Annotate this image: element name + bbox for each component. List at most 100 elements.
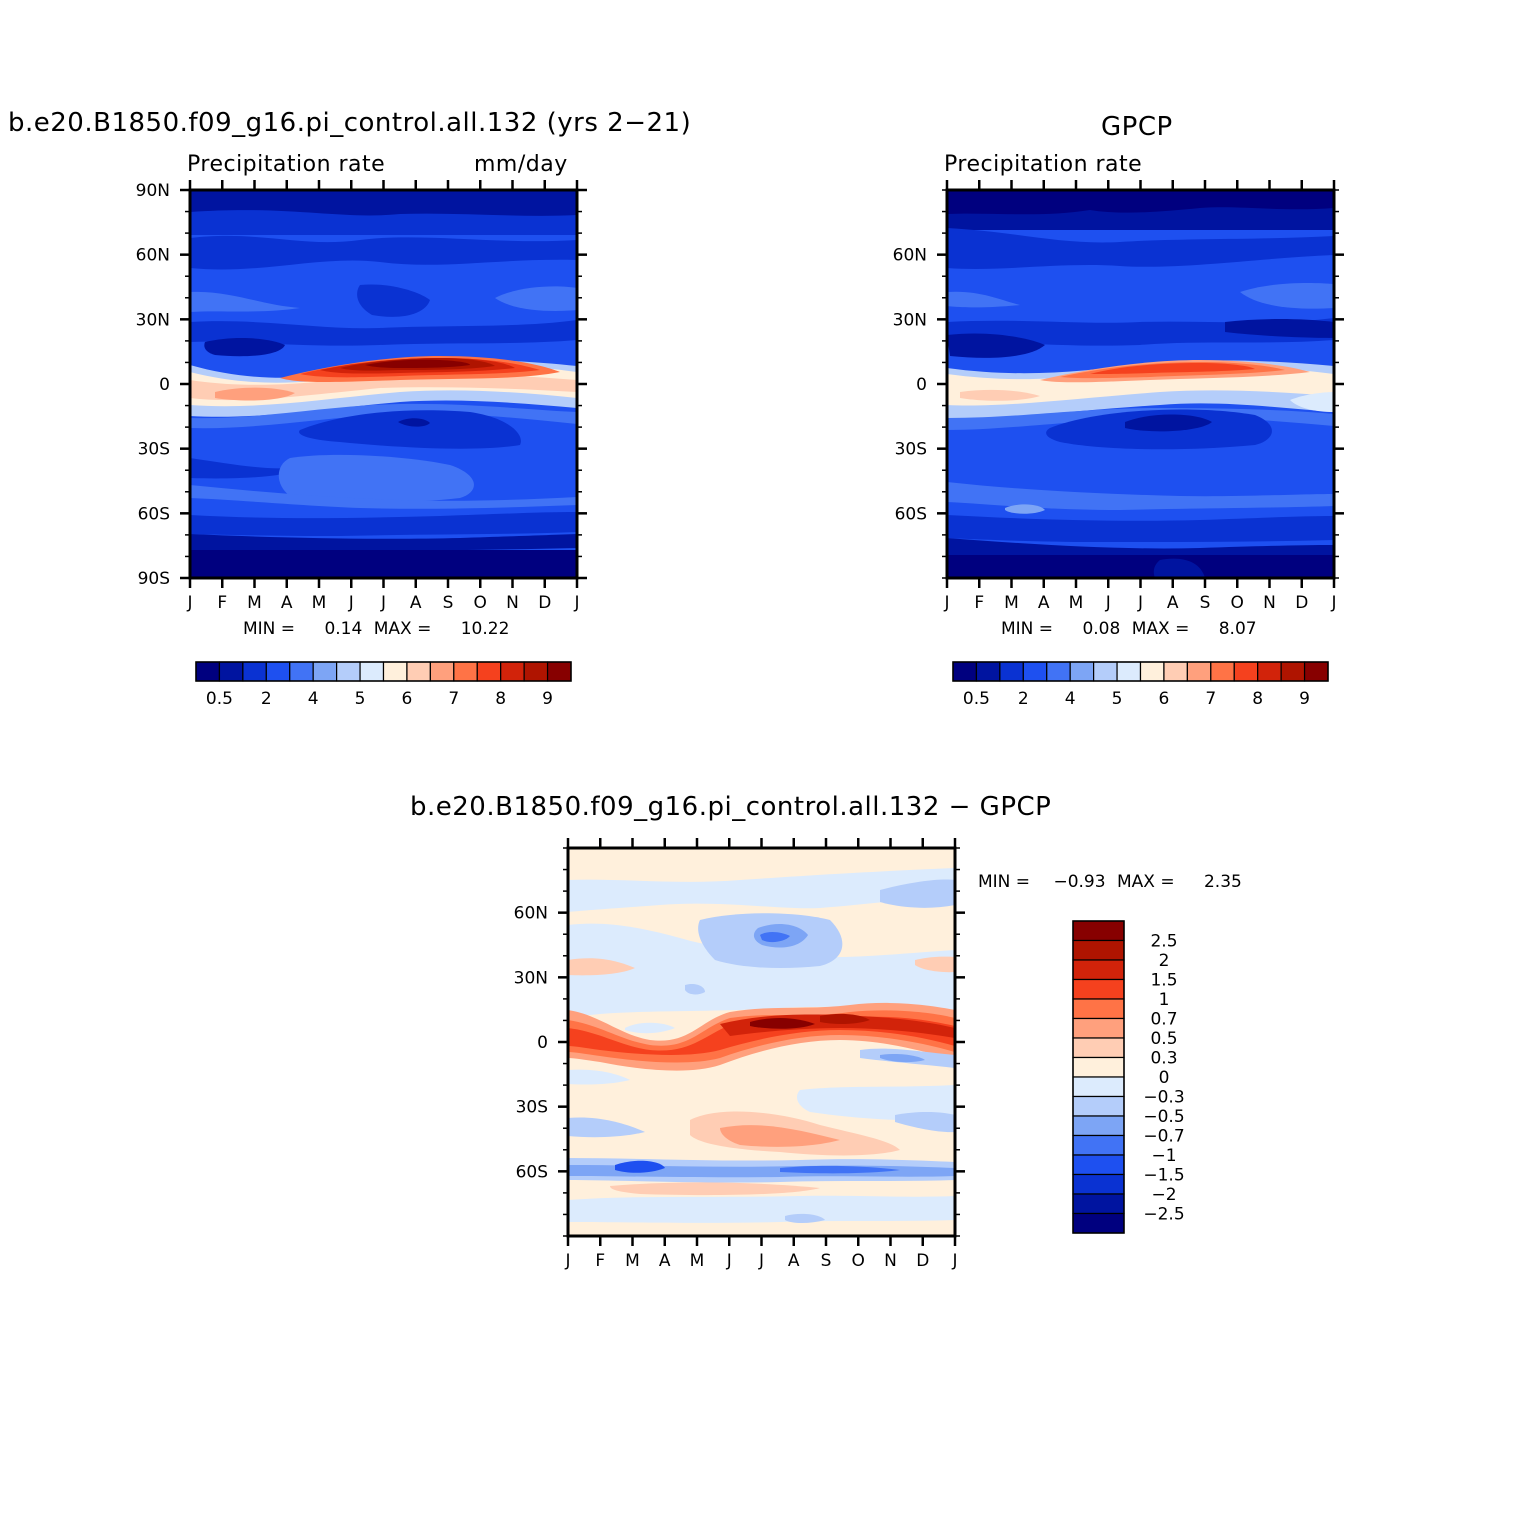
panel3-xtick-label: M: [625, 1251, 640, 1271]
panel3-xtick-label: J: [951, 1251, 957, 1271]
panel3-colorbar-label: −2.5: [1143, 1205, 1184, 1225]
panel2-colorbar-box: [1069, 661, 1095, 682]
panel1-ytick-label: 60S: [138, 504, 170, 524]
panel1-xtick-label: D: [538, 593, 551, 613]
panel3-colorbar-box: [1072, 1212, 1125, 1234]
panel3-xtick-label: A: [788, 1251, 800, 1271]
panel2-colorbar-box: [1186, 661, 1212, 682]
panel2-colorbar-box: [999, 661, 1024, 682]
panel1-colorbar-box: [265, 661, 291, 682]
panel2-ytick-label: 60S: [895, 504, 927, 524]
panel1-colorbar-box: [476, 661, 502, 682]
panel3-colorbar-label: −1: [1151, 1146, 1176, 1166]
panel2-colorbar-box: [975, 661, 1001, 682]
panel1-xtick-label: A: [281, 593, 293, 613]
panel3-colorbar-box: [1072, 1037, 1125, 1059]
panel2-colorbar-label: 4: [1065, 689, 1076, 709]
panel3-xtick-label: J: [564, 1251, 570, 1271]
panel3-colorbar-box: [1072, 1115, 1125, 1137]
panel3-colorbar-label: 0.3: [1150, 1049, 1177, 1069]
panel2-colorbar-box: [1116, 661, 1142, 682]
panel2-colorbar-label: 8: [1252, 689, 1263, 709]
panel1-xtick-label: J: [348, 593, 354, 613]
panel3-colorbar-label: 1: [1159, 990, 1170, 1010]
panel2-colorbar-box: [1163, 661, 1188, 682]
panel2-colorbar-label: 0.5: [963, 689, 990, 709]
panel3-colorbar-label: 0: [1159, 1068, 1170, 1088]
panel3-colorbar-label: −0.3: [1143, 1088, 1184, 1108]
panel3-colorbar-label: −1.5: [1143, 1166, 1184, 1186]
panel1-colorbar-box: [429, 661, 455, 682]
panel2-min-label: MIN =: [1001, 619, 1054, 639]
panel3-colorbar-label: −0.7: [1143, 1127, 1184, 1147]
panel1-ytick-label: 90S: [138, 569, 170, 589]
panel2-min-value: 0.08: [1082, 619, 1121, 639]
panel2-colorbar-label: 2: [1018, 689, 1029, 709]
panel2-xtick-label: A: [1167, 593, 1179, 613]
panel1-ytick-label: 0: [159, 375, 170, 395]
panel2-xtick-label: J: [1105, 593, 1111, 613]
panel3-max-label: MAX =: [1116, 872, 1175, 892]
panel1-colorbar-box: [546, 661, 572, 682]
panel3-ytick-label: 60S: [516, 1162, 548, 1182]
panel2-ytick-label: 60N: [893, 246, 927, 266]
panel1-stats: MIN = 0.14 MAX = 10.22: [243, 619, 509, 639]
panel3-xtick-label: A: [659, 1251, 671, 1271]
panel1-colorbar-label: 0.5: [206, 689, 233, 709]
panel3-xtick-label: F: [595, 1251, 605, 1271]
panel1-colorbar-box: [500, 661, 525, 682]
panel3-xtick-label: S: [821, 1251, 832, 1271]
panel3-ytick-label: 60N: [514, 904, 548, 924]
panel3-xtick-label: J: [758, 1251, 764, 1271]
panel3-colorbar-box: [1072, 1095, 1125, 1117]
panel2-xtick-label: J: [1330, 593, 1336, 613]
panel2-title: GPCP: [1101, 112, 1173, 142]
panel2-stats: MIN = 0.08 MAX = 8.07: [1001, 619, 1257, 639]
panel3-colorbar-label: 2.5: [1150, 932, 1177, 952]
panel3-colorbar-box: [1072, 978, 1125, 1000]
panel1-colorbar-box: [523, 661, 549, 682]
panel2-xtick-label: S: [1200, 593, 1211, 613]
panel1-max-label: MAX =: [373, 619, 432, 639]
panel3-colorbar-frame: [1072, 920, 1125, 1234]
panel3-colorbar-label: 2: [1159, 951, 1170, 971]
panel1-colorbar-frame: [195, 661, 572, 682]
panel3-xtick-label: J: [726, 1251, 732, 1271]
panel3-colorbar-box: [1072, 959, 1125, 981]
panel3-colorbar-box: [1072, 1017, 1125, 1039]
panel2-xtick-label: F: [974, 593, 984, 613]
panel1-colorbar-label: 9: [542, 689, 553, 709]
panel2-colorbar-box: [1093, 661, 1118, 682]
panel3-xtick-label: N: [884, 1251, 897, 1271]
panel2-colorbar-label: 7: [1205, 689, 1216, 709]
panel3-xtick-label: O: [852, 1251, 865, 1271]
panel2-colorbar-box: [952, 661, 978, 682]
panel1-xtick-label: S: [443, 593, 454, 613]
panel2-xtick-label: J: [1137, 593, 1143, 613]
panel2-xtick-label: A: [1038, 593, 1050, 613]
panel2-xtick-label: J: [943, 593, 949, 613]
panel3-colorbar-label: 0.5: [1150, 1029, 1177, 1049]
panel2-colorbar-label: 5: [1112, 689, 1123, 709]
panel2-left-label: Precipitation rate: [944, 152, 1143, 177]
panel1-xtick-label: M: [247, 593, 262, 613]
panel3-ytick-label: 30N: [514, 968, 548, 988]
panel3-colorbar-label: −2: [1151, 1185, 1176, 1205]
panel1-colorbar-label: 4: [308, 689, 319, 709]
panel3-colorbar-label: −0.5: [1143, 1107, 1184, 1127]
panel1-colorbar-box: [382, 661, 408, 682]
panel3-colorbar-box: [1072, 1154, 1125, 1176]
panel1-colorbar-label: 6: [402, 689, 413, 709]
panel1-ytick-label: 30N: [136, 310, 170, 330]
panel1-colorbar-box: [406, 661, 431, 682]
panel3-ytick-label: 30S: [516, 1098, 548, 1118]
panel3-max-value: 2.35: [1203, 872, 1242, 892]
panel1-field: [190, 190, 577, 578]
panel2-colorbar-box: [1139, 661, 1165, 682]
panel3-xtick-label: D: [916, 1251, 929, 1271]
panel2-colorbar-box: [1303, 661, 1329, 682]
panel2-colorbar-box: [1257, 661, 1282, 682]
panel3-colorbar-box: [1072, 1076, 1125, 1098]
